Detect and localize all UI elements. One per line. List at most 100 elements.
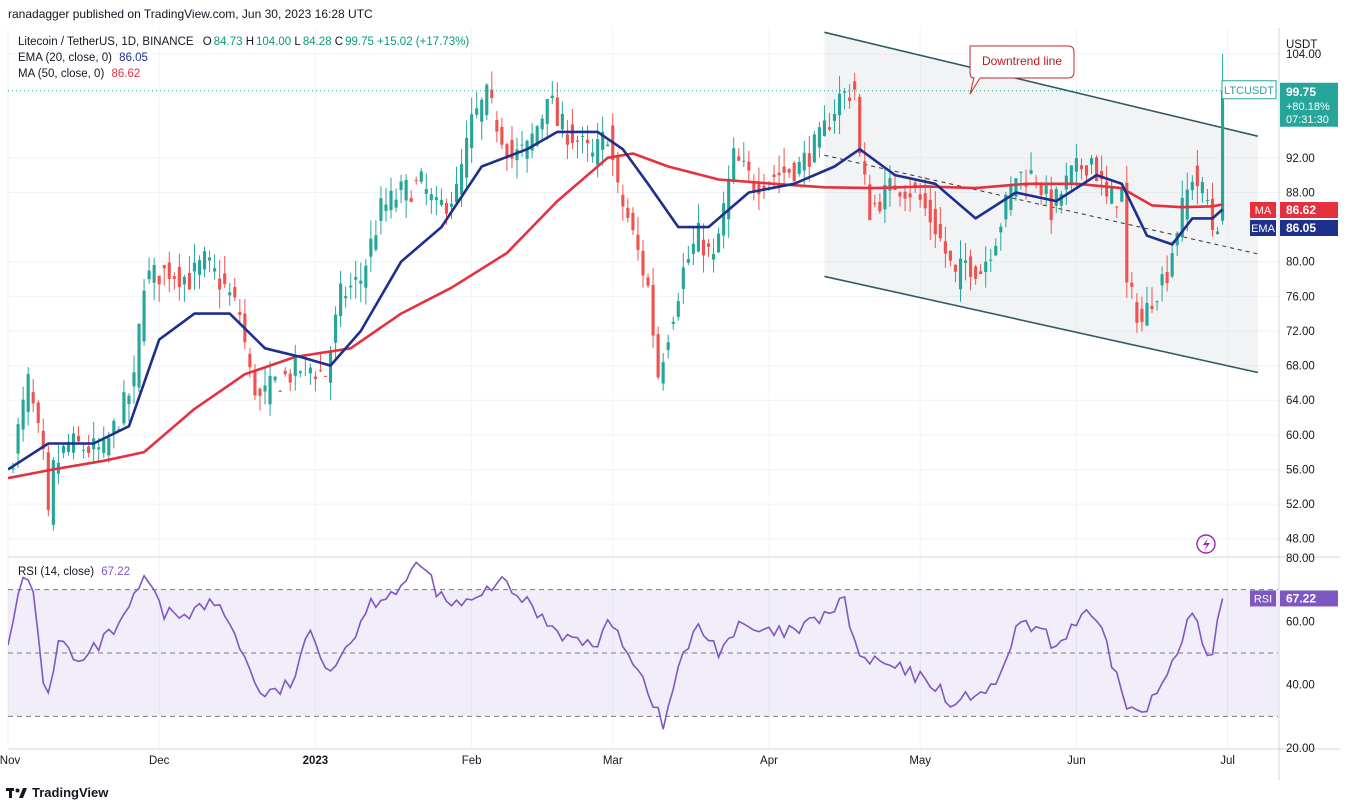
candle: [943, 226, 947, 268]
ma-legend: MA (50, close, 0) 86.62: [18, 68, 140, 80]
candle-body: [843, 91, 847, 93]
last-price-box: [1280, 82, 1338, 127]
candle-body: [404, 179, 408, 201]
rsi-legend: RSI (14, close) 67.22: [18, 566, 130, 578]
candle-body: [641, 250, 645, 276]
candle: [399, 174, 403, 204]
candle: [359, 262, 363, 303]
candle-body: [122, 392, 126, 424]
candle-body: [197, 260, 202, 275]
candle-body: [853, 81, 857, 90]
candle-body: [429, 194, 433, 201]
time-axis-label: Mar: [603, 755, 623, 767]
candle-body: [167, 262, 171, 279]
ema-legend-value: 86.05: [119, 52, 148, 64]
candle-body: [858, 96, 862, 154]
candle: [570, 108, 575, 150]
price-tick-label: 48.00: [1286, 534, 1315, 546]
candle-body: [989, 259, 993, 261]
candle-body: [61, 445, 65, 453]
candle: [565, 119, 569, 160]
candle: [1059, 191, 1063, 214]
candle: [102, 426, 106, 458]
candle: [994, 238, 998, 257]
candle-body: [172, 276, 176, 279]
candle-body: [1084, 165, 1089, 176]
candle-body: [263, 385, 267, 392]
rsi-tag: RSI 67.22: [1250, 590, 1338, 607]
candle: [454, 166, 459, 204]
candle-body: [1180, 197, 1184, 238]
candle: [384, 187, 388, 222]
candle: [545, 98, 549, 140]
candle-body: [787, 169, 791, 173]
time-axis-label: Dec: [149, 755, 170, 767]
candle-body: [344, 296, 348, 299]
lightning-icon: [1196, 534, 1216, 554]
candle-body: [671, 321, 675, 324]
candle: [157, 275, 161, 302]
candle-body: [31, 392, 35, 404]
candle: [1210, 182, 1215, 237]
candle-body: [1009, 184, 1013, 210]
candle-body: [752, 182, 756, 193]
candle-body: [1059, 193, 1063, 206]
candle: [691, 226, 695, 265]
candle-body: [369, 238, 373, 257]
candle-body: [832, 113, 837, 121]
candle-body: [979, 271, 983, 274]
candle-body: [21, 399, 25, 430]
price-chart[interactable]: Nov Dec 2023 Feb Mar Apr May Jun JulUSDT104.0092…: [0, 28, 1353, 780]
candle-body: [202, 251, 207, 270]
rsi-tick-label: 60.00: [1286, 616, 1315, 628]
candle: [424, 173, 428, 206]
candle: [832, 99, 837, 134]
candle-body: [545, 98, 549, 124]
candle: [187, 255, 191, 290]
candle-body: [1105, 181, 1109, 197]
candle-body: [419, 171, 423, 182]
candle: [989, 248, 993, 273]
candle: [732, 137, 736, 185]
candle: [56, 444, 60, 485]
candle-body: [1089, 158, 1094, 165]
open-value: 84.73: [213, 36, 243, 48]
candle-body: [238, 311, 242, 316]
candle: [1115, 205, 1119, 218]
candle: [979, 263, 983, 275]
candle-body: [717, 233, 721, 253]
candle: [1125, 165, 1129, 298]
time-axis-label: Jul: [1220, 755, 1235, 767]
candle-body: [26, 374, 30, 413]
candle: [727, 165, 731, 238]
candle-body: [470, 114, 474, 148]
candle: [510, 126, 514, 169]
candle: [364, 259, 368, 305]
candle-body: [938, 224, 942, 239]
candle-body: [394, 199, 398, 208]
candle-body: [782, 166, 786, 173]
candle-body: [606, 144, 610, 147]
price-tick-label: 88.00: [1286, 187, 1315, 199]
candle: [1014, 178, 1018, 201]
candle-body: [822, 120, 826, 137]
countdown-text: 07:31:30: [1286, 114, 1329, 126]
candle: [591, 138, 595, 163]
candle: [278, 389, 282, 393]
candle-body: [636, 234, 640, 250]
time-axis-label: Nov: [0, 755, 20, 767]
candle-body: [898, 192, 902, 197]
candle: [883, 167, 887, 224]
candle: [837, 75, 842, 135]
candle: [822, 105, 826, 137]
candle: [82, 442, 86, 459]
candle: [31, 379, 35, 413]
candle-body: [51, 460, 55, 525]
candle: [152, 257, 156, 300]
tradingview-footer[interactable]: TradingView: [6, 784, 108, 804]
candle-body: [933, 208, 937, 235]
candle: [953, 264, 958, 283]
candle: [26, 366, 30, 426]
candle-body: [339, 283, 343, 317]
candle-body: [958, 258, 963, 290]
